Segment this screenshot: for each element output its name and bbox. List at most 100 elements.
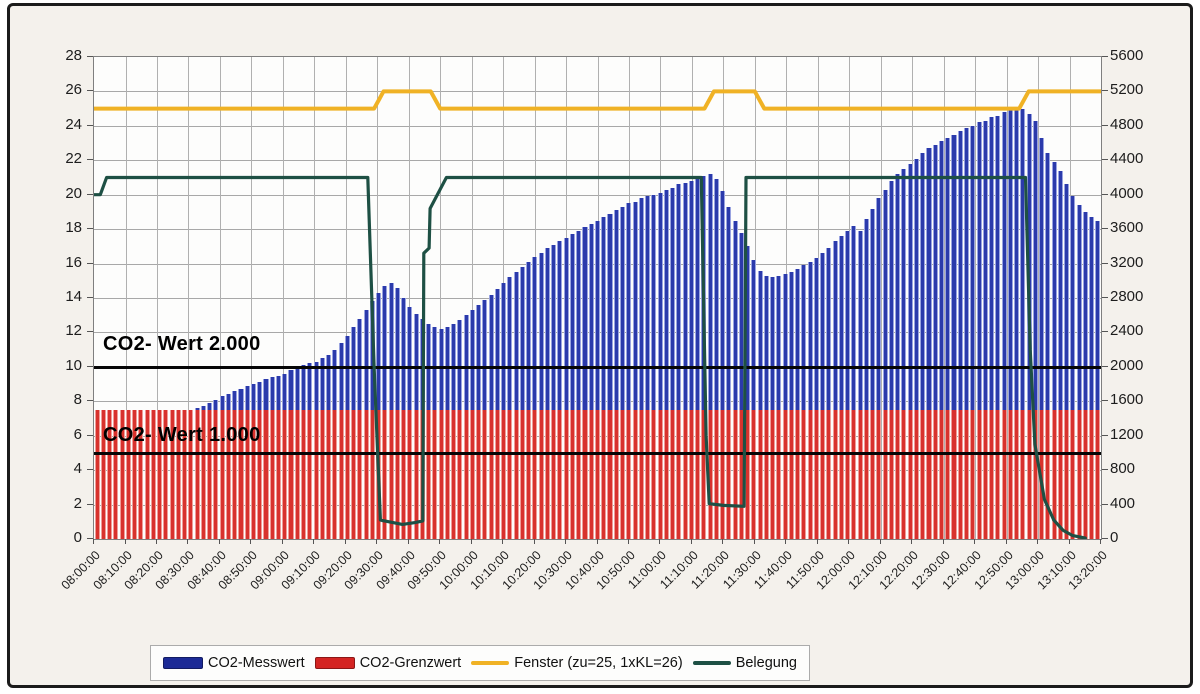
y-axis-tickmark-left bbox=[87, 503, 93, 505]
y-axis-tick-label-right: 5600 bbox=[1110, 47, 1144, 64]
co2-grenzwert-bar bbox=[701, 409, 707, 539]
x-axis-tickmark bbox=[218, 539, 220, 544]
y-axis-tickmark-right bbox=[1102, 400, 1108, 402]
x-axis-tickmark bbox=[1100, 539, 1101, 544]
x-axis-tickmark bbox=[753, 539, 755, 544]
co2-grenzwert-bar bbox=[444, 409, 450, 539]
co2-grenzwert-bar bbox=[795, 409, 801, 539]
co2-grenzwert-bar bbox=[670, 409, 676, 539]
y-axis-tickmark-left bbox=[87, 159, 93, 161]
co2-grenzwert-bar bbox=[820, 409, 826, 539]
y-axis-tick-label-right: 1600 bbox=[1110, 391, 1144, 409]
co2-grenzwert-bar bbox=[338, 409, 344, 539]
co2-grenzwert-bar bbox=[1076, 409, 1082, 539]
co2-grenzwert-bar bbox=[964, 409, 970, 539]
x-axis-tickmark bbox=[407, 539, 409, 544]
y-axis-tickmark-right bbox=[1102, 262, 1108, 264]
y-axis-tick-label-right: 3200 bbox=[1110, 253, 1144, 271]
co2-grenzwert-bar bbox=[695, 409, 701, 539]
co2-grenzwert-bar bbox=[982, 409, 988, 539]
annotation-co2-wert-2000: CO2- Wert 2.000 bbox=[103, 333, 261, 355]
co2-grenzwert-bar bbox=[813, 409, 819, 539]
co2-grenzwert-bar bbox=[1039, 409, 1045, 539]
x-axis-tickmark bbox=[785, 539, 787, 544]
co2-grenzwert-bar bbox=[94, 409, 100, 539]
co2-grenzwert-bar bbox=[801, 409, 807, 539]
y-axis-tickmark-right bbox=[1102, 228, 1108, 230]
co2-messwert-bar bbox=[1089, 217, 1095, 539]
co2-grenzwert-bar bbox=[319, 409, 325, 539]
x-axis-tickmark bbox=[1068, 539, 1070, 544]
co2-grenzwert-bar bbox=[413, 409, 419, 539]
co2-grenzwert-bar bbox=[426, 409, 432, 539]
co2-grenzwert-bar bbox=[1045, 409, 1051, 539]
co2-grenzwert-bar bbox=[369, 409, 375, 539]
co2-grenzwert-bar bbox=[838, 409, 844, 539]
co2-grenzwert-bar bbox=[607, 409, 613, 539]
annotation-co2-wert-1000: CO2- Wert 1.000 bbox=[103, 424, 261, 446]
legend: CO2-Messwert CO2-Grenzwert Fenster (zu=25,… bbox=[150, 645, 810, 681]
co2-grenzwert-bar bbox=[995, 409, 1001, 539]
co2-grenzwert-bar bbox=[494, 409, 500, 539]
co2-grenzwert-bar bbox=[532, 409, 538, 539]
co2-grenzwert-bar bbox=[326, 409, 332, 539]
x-axis-tickmark bbox=[942, 539, 944, 544]
y-axis-tickmark-left bbox=[87, 434, 93, 436]
x-axis-tickmark bbox=[439, 539, 441, 544]
co2-grenzwert-bar bbox=[926, 409, 932, 539]
x-axis-tickmark bbox=[565, 539, 566, 544]
co2-grenzwert-bar bbox=[726, 409, 732, 539]
co2-grenzwert-bar bbox=[907, 409, 913, 539]
y-axis-tickmark-right bbox=[1102, 56, 1108, 57]
x-axis-tickmark bbox=[722, 539, 724, 544]
legend-label: CO2-Grenzwert bbox=[359, 655, 462, 671]
co2-grenzwert-bar bbox=[745, 409, 751, 539]
y-axis-tickmark-left bbox=[87, 124, 93, 126]
y-axis-tickmark-left bbox=[87, 56, 93, 57]
co2-grenzwert-bar bbox=[307, 409, 313, 539]
co2-grenzwert-bar bbox=[676, 409, 682, 539]
x-axis-tickmark bbox=[187, 539, 189, 544]
co2-grenzwert-bar bbox=[363, 409, 369, 539]
legend-item-1: CO2-Messwert bbox=[163, 655, 305, 671]
x-axis-tickmark bbox=[1037, 539, 1039, 544]
co2-grenzwert-bar bbox=[463, 409, 469, 539]
y-axis-tick-label-left: 12 bbox=[65, 322, 82, 340]
co2-grenzwert-bar bbox=[526, 409, 532, 539]
y-axis-tickmark-left bbox=[87, 90, 93, 92]
co2-grenzwert-bar bbox=[1032, 409, 1038, 539]
co2-grenzwert-bar bbox=[713, 409, 719, 539]
co2-grenzwert-bar bbox=[632, 409, 638, 539]
y-axis-tick-label-left: 24 bbox=[65, 115, 82, 133]
legend-item-2: CO2-Grenzwert bbox=[314, 655, 462, 671]
co2-grenzwert-bar bbox=[1089, 409, 1095, 539]
y-axis-tick-label-right: 3600 bbox=[1110, 219, 1144, 237]
legend-swatch-icon bbox=[314, 657, 355, 669]
co2-grenzwert-bar bbox=[782, 409, 788, 539]
co2-grenzwert-bar bbox=[344, 409, 350, 539]
y-axis-tick-label-right: 800 bbox=[1110, 460, 1136, 478]
y-axis-tickmark-right bbox=[1102, 503, 1108, 505]
plot-area bbox=[93, 56, 1102, 540]
legend-label: CO2-Messwert bbox=[208, 655, 305, 671]
co2-grenzwert-bar bbox=[645, 409, 651, 539]
co2-grenzwert-bar bbox=[438, 409, 444, 539]
co2-grenzwert-bar bbox=[419, 409, 425, 539]
x-axis-tickmark bbox=[281, 539, 283, 544]
x-axis-tickmark bbox=[93, 539, 94, 544]
y-axis-tick-label-right: 2800 bbox=[1110, 288, 1144, 305]
co2-grenzwert-bar bbox=[863, 409, 869, 539]
co2-grenzwert-bar bbox=[932, 409, 938, 539]
co2-grenzwert-bar bbox=[770, 409, 776, 539]
co2-grenzwert-bar bbox=[870, 409, 876, 539]
co2-grenzwert-bar bbox=[382, 409, 388, 539]
co2-grenzwert-bar bbox=[376, 409, 382, 539]
legend-line-icon bbox=[471, 661, 510, 665]
y-axis-tick-label-left: 14 bbox=[65, 288, 82, 305]
y-axis-tickmark-left bbox=[87, 297, 93, 298]
co2-grenzwert-bar bbox=[269, 409, 275, 539]
y-axis-tick-label-right: 5200 bbox=[1110, 81, 1144, 99]
x-axis-tickmark bbox=[502, 539, 504, 544]
co2-grenzwert-bar bbox=[357, 409, 363, 539]
